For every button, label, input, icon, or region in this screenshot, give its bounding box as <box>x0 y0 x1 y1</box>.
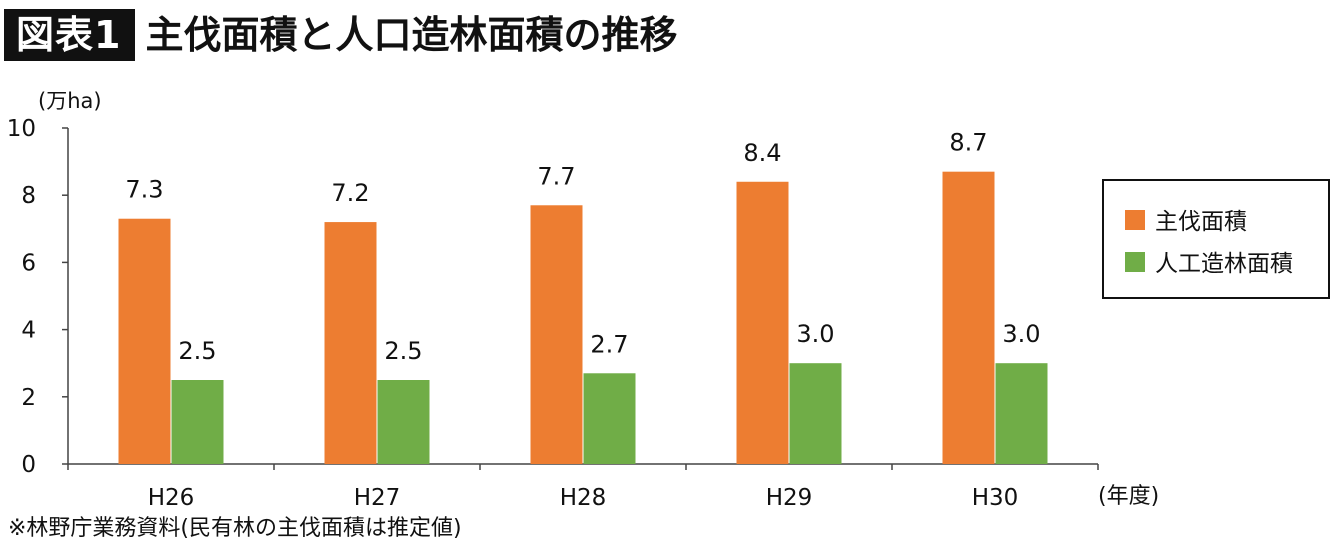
data-label: 2.7 <box>590 330 628 358</box>
data-label: 7.2 <box>331 179 369 207</box>
data-label: 7.3 <box>125 176 163 204</box>
legend-label: 主伐面積 <box>1155 209 1247 235</box>
bar-planting <box>995 363 1048 464</box>
bar-planting <box>789 363 842 464</box>
title-row: 図表1 主伐面積と人口造林面積の推移 <box>4 6 677 64</box>
y-tick-label: 4 <box>21 318 36 344</box>
data-label: 8.7 <box>949 129 987 157</box>
data-label: 7.7 <box>537 162 575 190</box>
y-tick-label: 2 <box>21 385 36 411</box>
x-tick-label: H26 <box>148 485 195 511</box>
data-label: 2.5 <box>178 337 216 365</box>
bar-harvest <box>324 222 377 464</box>
data-label: 3.0 <box>1002 320 1040 348</box>
legend-swatch <box>1125 252 1145 272</box>
data-label: 8.4 <box>743 139 781 167</box>
x-tick-label: H29 <box>766 485 813 511</box>
chart-title: 主伐面積と人口造林面積の推移 <box>145 13 678 57</box>
y-tick-label: 10 <box>7 116 36 142</box>
x-tick-label: H27 <box>354 485 401 511</box>
data-label: 3.0 <box>796 320 834 348</box>
x-tick-label: H30 <box>972 485 1019 511</box>
legend-swatch <box>1125 210 1145 230</box>
bar-harvest <box>736 181 789 464</box>
x-tick-label: H28 <box>560 485 607 511</box>
legend-label: 人工造林面積 <box>1155 251 1293 277</box>
figure-badge: 図表1 <box>4 9 136 61</box>
bar-harvest <box>942 171 995 464</box>
y-tick-label: 0 <box>21 452 36 478</box>
bar-planting <box>583 373 636 464</box>
bar-planting <box>171 380 224 464</box>
bar-harvest <box>530 205 583 464</box>
bar-harvest <box>118 218 171 464</box>
footnote: ※林野庁業務資料(民有林の主伐面積は推定値) <box>8 516 462 541</box>
legend-box <box>1102 179 1330 299</box>
x-axis-label: (年度) <box>1098 484 1159 509</box>
y-tick-label: 8 <box>21 183 36 209</box>
y-axis-label: (万ha) <box>38 89 102 113</box>
y-tick-label: 6 <box>21 250 36 276</box>
bar-planting <box>377 380 430 464</box>
data-label: 2.5 <box>384 337 422 365</box>
